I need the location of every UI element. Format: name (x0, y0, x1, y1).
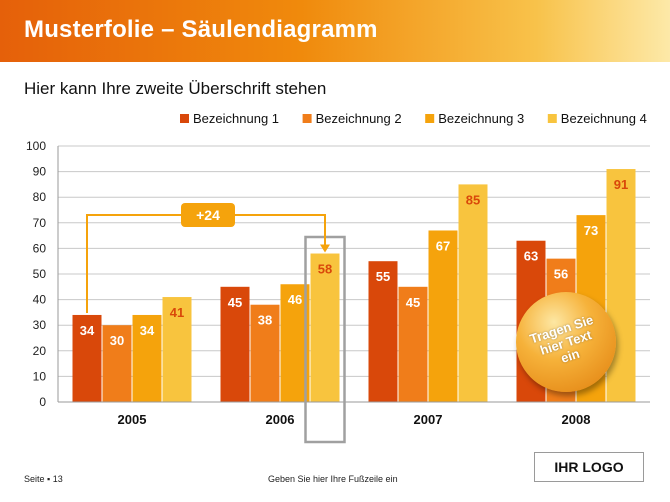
data-label: 45 (228, 295, 242, 310)
bar (72, 314, 102, 402)
logo: IHR LOGO (534, 452, 644, 482)
data-label: 30 (110, 333, 124, 348)
y-tick-label: 60 (33, 241, 47, 255)
page-number: Seite ▪ 13 (24, 474, 63, 484)
data-label: 56 (554, 267, 568, 282)
data-label: 55 (376, 269, 390, 284)
bar (606, 169, 636, 402)
slide-title: Musterfolie – Säulendiagramm (24, 16, 378, 43)
bar (132, 314, 162, 402)
legend-label: Bezeichnung 1 (193, 111, 279, 126)
y-tick-label: 50 (33, 267, 47, 281)
x-tick-label: 2007 (414, 412, 443, 427)
data-label: 46 (288, 292, 302, 307)
data-label: 63 (524, 249, 538, 264)
annotation-badge (181, 203, 235, 227)
data-label: 41 (170, 305, 184, 320)
y-tick-label: 10 (33, 369, 47, 383)
data-label: 45 (406, 295, 420, 310)
bar (102, 325, 132, 402)
y-tick-label: 0 (39, 395, 46, 409)
bar (162, 297, 192, 402)
bar (398, 286, 428, 402)
annotation-label: +24 (196, 207, 220, 223)
y-tick-label: 30 (33, 318, 47, 332)
legend-label: Bezeichnung 3 (438, 111, 524, 126)
y-tick-label: 90 (33, 165, 47, 179)
y-tick-label: 100 (26, 139, 46, 153)
data-label: 73 (584, 223, 598, 238)
text-bubble[interactable]: Tragen Sie hier Text ein (516, 292, 616, 392)
bubble-text: Tragen Sie hier Text ein (527, 311, 596, 366)
legend-swatch (180, 114, 189, 123)
legend-label: Bezeichnung 2 (316, 111, 402, 126)
data-label: 91 (614, 177, 628, 192)
data-label: 58 (318, 262, 332, 277)
data-label: 85 (466, 192, 480, 207)
bar (428, 230, 458, 402)
y-tick-label: 80 (33, 190, 47, 204)
y-tick-label: 20 (33, 344, 47, 358)
footer-text: Geben Sie hier Ihre Fußzeile ein (268, 474, 398, 484)
data-label: 34 (140, 323, 155, 338)
bar (368, 261, 398, 402)
bar (458, 184, 488, 402)
legend-label: Bezeichnung 4 (561, 111, 647, 126)
legend-swatch (425, 114, 435, 123)
data-label: 34 (80, 323, 95, 338)
x-tick-label: 2008 (562, 412, 591, 427)
legend-swatch (547, 114, 557, 123)
slide-subtitle: Hier kann Ihre zweite Überschrift stehen (24, 79, 327, 98)
data-label: 67 (436, 238, 450, 253)
annotation-arrowhead (320, 244, 330, 253)
bar (220, 286, 250, 402)
bar (310, 253, 340, 402)
y-tick-label: 40 (33, 293, 47, 307)
bar (250, 304, 280, 402)
title-bar: Musterfolie – Säulendiagramm (0, 0, 670, 62)
legend-swatch (302, 114, 312, 123)
x-tick-label: 2005 (118, 412, 147, 427)
x-tick-label: 2006 (266, 412, 295, 427)
data-label: 38 (258, 313, 272, 328)
y-tick-label: 70 (33, 216, 47, 230)
